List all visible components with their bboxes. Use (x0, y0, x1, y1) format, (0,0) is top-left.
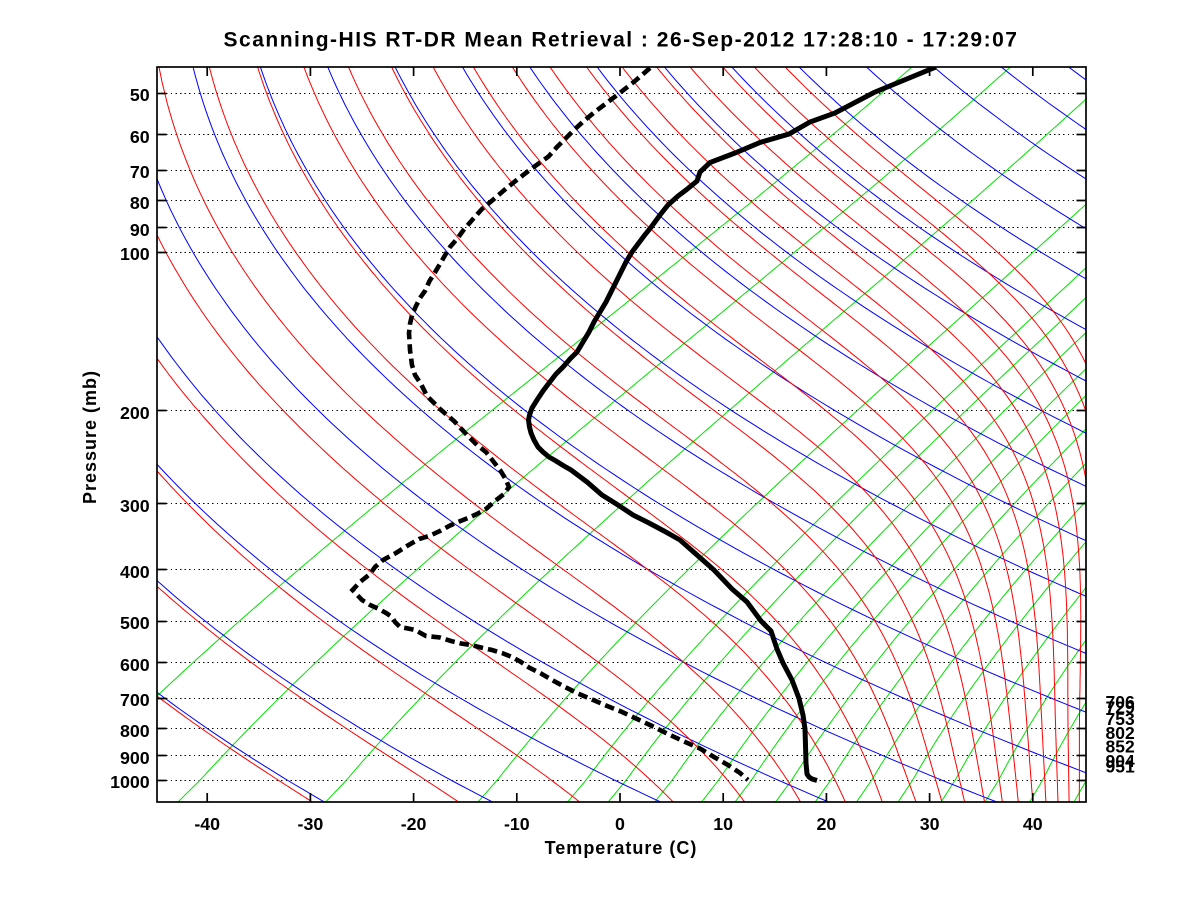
svg-text:706: 706 (1106, 692, 1135, 712)
svg-text:20: 20 (817, 814, 837, 834)
svg-text:60: 60 (130, 127, 150, 147)
svg-text:Temperature (C): Temperature (C) (545, 838, 698, 858)
svg-text:-20: -20 (401, 814, 427, 834)
svg-text:500: 500 (120, 613, 150, 633)
svg-text:904: 904 (1106, 751, 1135, 771)
svg-text:951: 951 (1106, 757, 1135, 777)
svg-text:10: 10 (713, 814, 733, 834)
svg-text:Pressure (mb): Pressure (mb) (80, 370, 100, 504)
svg-text:700: 700 (120, 690, 150, 710)
svg-text:-40: -40 (194, 814, 220, 834)
svg-text:30: 30 (920, 814, 940, 834)
svg-text:400: 400 (120, 562, 150, 582)
svg-text:200: 200 (120, 403, 150, 423)
svg-text:-30: -30 (298, 814, 324, 834)
svg-text:100: 100 (120, 244, 150, 264)
svg-text:802: 802 (1106, 723, 1135, 743)
svg-text:-10: -10 (504, 814, 530, 834)
svg-text:800: 800 (120, 721, 150, 741)
svg-text:Scanning-HIS RT-DR Mean Retrie: Scanning-HIS RT-DR Mean Retrieval : 26-S… (224, 29, 1019, 52)
svg-text:729: 729 (1106, 698, 1135, 718)
svg-text:50: 50 (130, 85, 150, 105)
svg-text:80: 80 (130, 193, 150, 213)
svg-text:753: 753 (1106, 709, 1135, 729)
svg-text:1000: 1000 (110, 772, 150, 792)
svg-text:90: 90 (130, 220, 150, 240)
svg-text:0: 0 (615, 814, 625, 834)
svg-text:600: 600 (120, 655, 150, 675)
svg-text:300: 300 (120, 496, 150, 516)
svg-text:70: 70 (130, 162, 150, 182)
svg-text:40: 40 (1023, 814, 1043, 834)
svg-text:852: 852 (1106, 737, 1135, 757)
svg-text:900: 900 (120, 748, 150, 768)
